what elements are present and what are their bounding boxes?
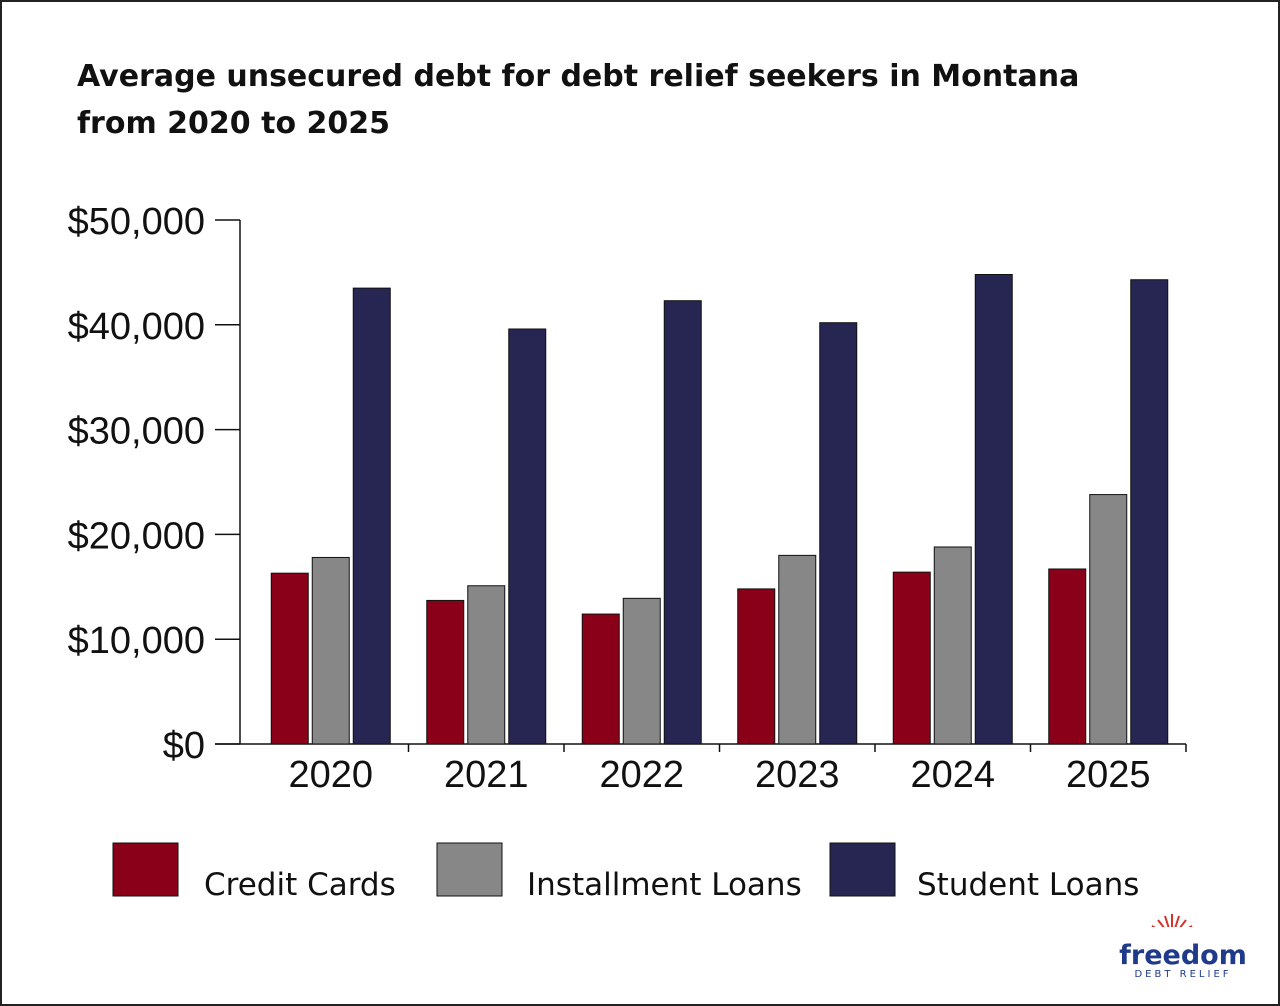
bar	[737, 588, 776, 745]
y-tick-label: $20,000	[68, 515, 205, 557]
chart-title: Average unsecured debt for debt relief s…	[77, 59, 1079, 94]
legend-label: Installment Loans	[527, 867, 802, 903]
y-tick-label: $10,000	[68, 620, 205, 662]
bar	[933, 546, 972, 745]
y-tick-label: $30,000	[68, 411, 205, 453]
y-tick-label: $50,000	[68, 201, 205, 243]
bar	[467, 585, 506, 745]
bar	[508, 328, 547, 745]
logo-name: freedom	[1119, 940, 1247, 971]
logo-mask	[1142, 927, 1202, 941]
x-tick-label: 2022	[599, 754, 684, 796]
y-tick-label: $0	[163, 725, 205, 767]
legend-swatch	[829, 842, 896, 897]
bar	[663, 300, 702, 745]
bar	[1048, 568, 1087, 745]
bar	[311, 556, 350, 745]
bar	[581, 613, 620, 745]
bar	[892, 571, 931, 745]
y-tick-label: $40,000	[68, 306, 205, 348]
bar	[1130, 279, 1169, 745]
bar	[974, 273, 1013, 745]
bar	[1089, 494, 1128, 745]
x-tick-label: 2020	[288, 754, 373, 796]
chart-title: from 2020 to 2025	[77, 106, 390, 141]
legend-swatch	[436, 842, 503, 897]
bar	[270, 572, 309, 745]
legend-label: Credit Cards	[204, 867, 396, 903]
x-tick-label: 2025	[1066, 754, 1151, 796]
x-tick-label: 2021	[444, 754, 529, 796]
x-tick-label: 2024	[910, 754, 995, 796]
bar	[352, 287, 391, 745]
logo-tagline: DEBT RELIEF	[1134, 969, 1231, 980]
x-tick-label: 2023	[755, 754, 840, 796]
legend-swatch	[112, 842, 179, 897]
bar	[819, 322, 858, 745]
bar	[622, 597, 661, 745]
logo: freedom DEBT RELIEF	[1119, 914, 1247, 980]
legend-label: Student Loans	[917, 867, 1139, 903]
bar	[426, 599, 465, 745]
bar	[778, 554, 817, 745]
